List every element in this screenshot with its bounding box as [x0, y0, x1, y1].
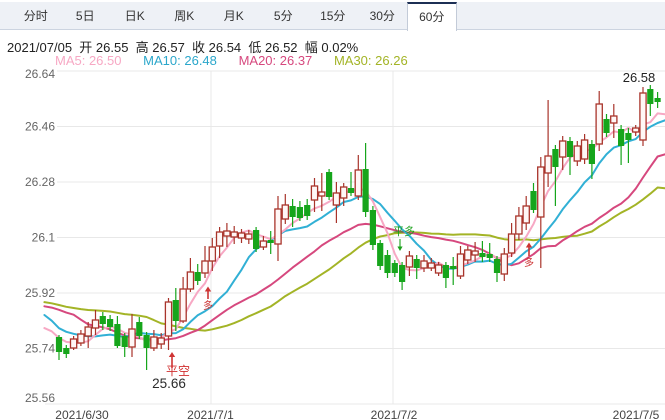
svg-text:平多: 平多	[393, 224, 415, 238]
svg-text:26.28: 26.28	[25, 175, 55, 189]
svg-text:2021/7/5: 2021/7/5	[613, 408, 660, 420]
svg-text:平空: 平空	[166, 364, 190, 378]
svg-text:多: 多	[524, 256, 534, 269]
svg-text:25.74: 25.74	[25, 342, 55, 356]
svg-text:26.64: 26.64	[25, 68, 55, 81]
svg-text:多: 多	[203, 299, 213, 312]
svg-text:26.46: 26.46	[25, 120, 55, 134]
svg-text:2021/6/30: 2021/6/30	[55, 408, 109, 420]
svg-text:2021/7/1: 2021/7/1	[187, 408, 234, 420]
svg-text:26.1: 26.1	[32, 231, 56, 245]
svg-text:25.56: 25.56	[25, 391, 55, 405]
svg-text:25.66: 25.66	[152, 376, 186, 391]
svg-text:25.92: 25.92	[25, 286, 55, 300]
svg-text:26.58: 26.58	[623, 70, 656, 85]
svg-text:2021/7/2: 2021/7/2	[371, 408, 418, 420]
